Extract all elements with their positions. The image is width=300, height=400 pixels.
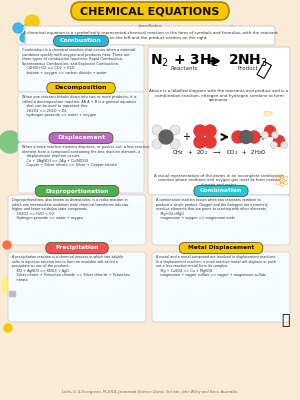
Circle shape: [159, 130, 173, 144]
Text: Above is a labelled diagram with the reactants and product and is a
combination : Above is a labelled diagram with the rea…: [149, 89, 289, 102]
FancyBboxPatch shape: [25, 26, 275, 45]
Text: When a more reactive element displaces, or pushes out, a less reactive
element f: When a more reactive element displaces, …: [22, 145, 149, 167]
Text: ⚛: ⚛: [274, 173, 290, 191]
Circle shape: [262, 132, 268, 138]
Circle shape: [25, 15, 39, 29]
Circle shape: [170, 125, 180, 135]
Text: CH$_4$   +   2O$_2$   $\longrightarrow$   CO$_2$   +   2H$_2$O: CH$_4$ + 2O$_2$ $\longrightarrow$ CO$_2$…: [172, 148, 266, 158]
FancyBboxPatch shape: [18, 142, 144, 193]
Text: ✏: ✏: [263, 108, 273, 122]
Circle shape: [232, 131, 244, 143]
FancyBboxPatch shape: [194, 186, 248, 196]
Text: CHEMICAL EQUATIONS: CHEMICAL EQUATIONS: [80, 6, 220, 16]
Text: Jana Bieber: Jana Bieber: [138, 24, 162, 28]
FancyBboxPatch shape: [53, 36, 109, 46]
FancyBboxPatch shape: [46, 242, 108, 254]
Ellipse shape: [0, 137, 24, 147]
Circle shape: [170, 139, 180, 149]
Text: 2NH$_3$: 2NH$_3$: [228, 53, 268, 69]
Circle shape: [13, 23, 23, 33]
Text: A chemical equation is a symbolically represented chemical reaction in the form : A chemical equation is a symbolically re…: [22, 31, 278, 40]
Text: Metal Displacement: Metal Displacement: [188, 246, 254, 250]
Circle shape: [265, 126, 275, 136]
FancyBboxPatch shape: [49, 132, 113, 144]
Text: A visual representation of the atoms in an incomplete combustion
reaction where : A visual representation of the atoms in …: [154, 174, 284, 187]
Bar: [9, 291, 15, 296]
Text: Precipitation: Precipitation: [55, 246, 99, 250]
FancyBboxPatch shape: [179, 242, 263, 254]
Circle shape: [272, 132, 278, 138]
Text: N$_2$ + 3H$_2$: N$_2$ + 3H$_2$: [150, 53, 218, 69]
Text: Disproportionation: Disproportionation: [45, 188, 109, 194]
Text: +: +: [258, 132, 266, 142]
Circle shape: [32, 36, 40, 44]
Text: When one reactant breaks down into two or more products, it is
called a decompos: When one reactant breaks down into two o…: [22, 95, 136, 118]
FancyBboxPatch shape: [8, 195, 146, 245]
FancyBboxPatch shape: [18, 45, 144, 92]
Text: 🔍: 🔍: [281, 313, 289, 327]
Text: Combustion: Combustion: [60, 38, 102, 44]
Circle shape: [194, 136, 206, 148]
Circle shape: [36, 28, 44, 36]
Circle shape: [239, 130, 253, 144]
Circle shape: [0, 131, 21, 153]
Text: Disproportionation, also known as dismutation, is a redox reaction in
which one : Disproportionation, also known as dismut…: [12, 198, 128, 220]
FancyBboxPatch shape: [8, 252, 146, 322]
Text: Combustion is a chemical reaction that occurs when a material
combines quickly w: Combustion is a chemical reaction that o…: [22, 48, 135, 75]
Text: Reactants: Reactants: [170, 66, 198, 72]
Circle shape: [248, 131, 260, 143]
Text: Decomposition: Decomposition: [55, 86, 107, 90]
Text: Combination: Combination: [200, 188, 242, 194]
Circle shape: [3, 241, 11, 249]
Text: Product: Product: [238, 66, 258, 72]
FancyBboxPatch shape: [152, 195, 290, 245]
Circle shape: [152, 125, 162, 135]
Text: Displacement: Displacement: [57, 136, 105, 140]
Circle shape: [4, 324, 12, 332]
Circle shape: [2, 275, 22, 295]
FancyBboxPatch shape: [71, 2, 229, 20]
Circle shape: [204, 125, 216, 137]
Circle shape: [271, 142, 278, 148]
FancyBboxPatch shape: [35, 186, 119, 196]
Circle shape: [274, 136, 284, 146]
FancyBboxPatch shape: [18, 92, 144, 142]
Text: A combination reaction occurs when two reactants combine to
produce a single pro: A combination reaction occurs when two r…: [156, 198, 268, 220]
Circle shape: [152, 139, 162, 149]
Circle shape: [228, 26, 236, 34]
Circle shape: [20, 34, 28, 42]
FancyBboxPatch shape: [47, 82, 115, 94]
Circle shape: [280, 142, 287, 148]
Text: 🚀: 🚀: [254, 60, 272, 80]
Circle shape: [204, 136, 216, 148]
FancyBboxPatch shape: [152, 252, 290, 322]
Circle shape: [194, 125, 206, 137]
Text: Lofts, G. & Evergreen, M 2018, Jacaranda Science Quest, 3rd edn, John Wiley and : Lofts, G. & Evergreen, M 2018, Jacaranda…: [62, 390, 238, 394]
Text: A metal and a metal compound are involved in displacement reactions.
In a displa: A metal and a metal compound are involve…: [156, 255, 277, 278]
Text: A precipitation reaction is a chemical process in which two soluble
salts in aqu: A precipitation reaction is a chemical p…: [12, 255, 130, 282]
FancyBboxPatch shape: [148, 47, 290, 195]
Text: +: +: [182, 132, 190, 142]
